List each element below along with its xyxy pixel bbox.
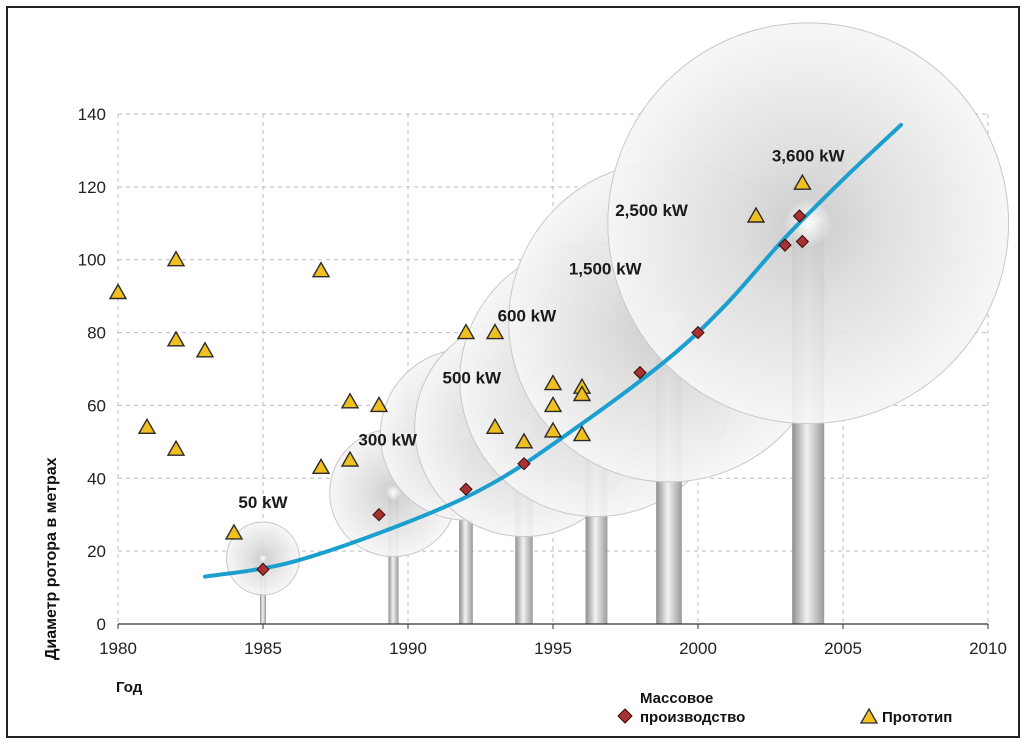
prototype-point — [514, 432, 534, 449]
mass-production-point — [256, 562, 270, 577]
prototype-point — [311, 261, 331, 278]
mass-production-point — [372, 508, 386, 522]
legend: Массовое производство Прототип — [617, 690, 952, 726]
prototype-point — [369, 396, 389, 413]
prototype-point — [746, 206, 766, 223]
x-tick-label: 2010 — [969, 639, 1007, 658]
prototype-point — [166, 330, 186, 347]
mass-production-point — [517, 457, 531, 471]
prototype-point — [485, 323, 505, 340]
legend-mass-label-line1: Массовое — [640, 690, 713, 707]
turbine-layer — [226, 22, 1010, 625]
legend-prototype-marker — [859, 707, 879, 724]
mass-production-point — [795, 234, 810, 249]
x-tick-label: 2000 — [679, 639, 717, 658]
turbine-power-label: 600 kW — [498, 307, 558, 326]
mass-production-point — [778, 238, 792, 252]
y-tick-label: 40 — [87, 469, 106, 488]
y-tick-label: 100 — [78, 251, 106, 270]
turbine-rotor-disc — [607, 22, 1010, 425]
prototype-point — [572, 425, 592, 442]
x-tick-label: 1990 — [389, 639, 427, 658]
trend-layer — [203, 122, 903, 579]
prototype-point — [311, 457, 331, 475]
turbine-power-label: 50 kW — [238, 493, 288, 512]
label-layer: 50 kW 300 kW 500 kW 600 kW 1,500 kW 2,500 kW 3… — [238, 146, 845, 512]
mass-production-point — [792, 209, 807, 223]
turbine-tower — [388, 492, 399, 624]
x-tick-label: 2005 — [824, 639, 862, 658]
prototype-point — [195, 341, 215, 358]
prototype-point — [543, 396, 563, 413]
mass-production-point — [459, 482, 473, 496]
y-tick-label: 20 — [87, 542, 106, 561]
turbine-power-label: 300 kW — [358, 431, 418, 450]
x-tick-label: 1980 — [99, 639, 137, 658]
legend-mass-label-line2: производство — [640, 709, 745, 726]
y-tick-label: 140 — [78, 105, 106, 124]
trend-line — [203, 122, 903, 579]
y-tick-label: 120 — [78, 178, 106, 197]
x-tick-label: 1995 — [534, 639, 572, 658]
prototype-point — [224, 523, 244, 540]
prototype-point — [166, 439, 186, 456]
mass-production-point — [691, 325, 705, 340]
prototype-point — [793, 173, 812, 190]
x-axis-label: Год — [116, 679, 143, 696]
y-axis-label: Диаметр ротора в метрах — [43, 457, 60, 660]
prototype-point — [485, 417, 505, 434]
prototype-point — [543, 374, 563, 391]
y-tick-label: 60 — [87, 396, 106, 415]
turbine-power-label: 500 kW — [443, 369, 503, 388]
y-tick-label: 80 — [87, 324, 106, 343]
prototype-point — [456, 323, 476, 340]
legend-prototype-label: Прототип — [882, 709, 952, 726]
x-tick-label: 1985 — [244, 639, 282, 658]
turbine-power-label: 2,500 kW — [615, 201, 689, 220]
prototype-point — [166, 250, 186, 267]
marker-layer — [108, 173, 812, 577]
prototype-point — [340, 392, 360, 409]
turbine-power-label: 1,500 kW — [569, 259, 643, 278]
prototype-point — [137, 417, 157, 434]
prototype-point — [108, 283, 128, 300]
y-tick-label: 0 — [97, 615, 106, 634]
prototype-point — [543, 421, 563, 438]
prototype-point — [572, 385, 592, 402]
axes: 0 20 40 60 80 100 120 140 1980 1985 1990 1995 2000 20… — [78, 105, 1007, 658]
prototype-point — [340, 450, 360, 467]
turbine-power-label: 3,600 kW — [772, 146, 846, 165]
mass-production-point — [633, 365, 647, 380]
legend-mass-marker — [617, 708, 633, 724]
